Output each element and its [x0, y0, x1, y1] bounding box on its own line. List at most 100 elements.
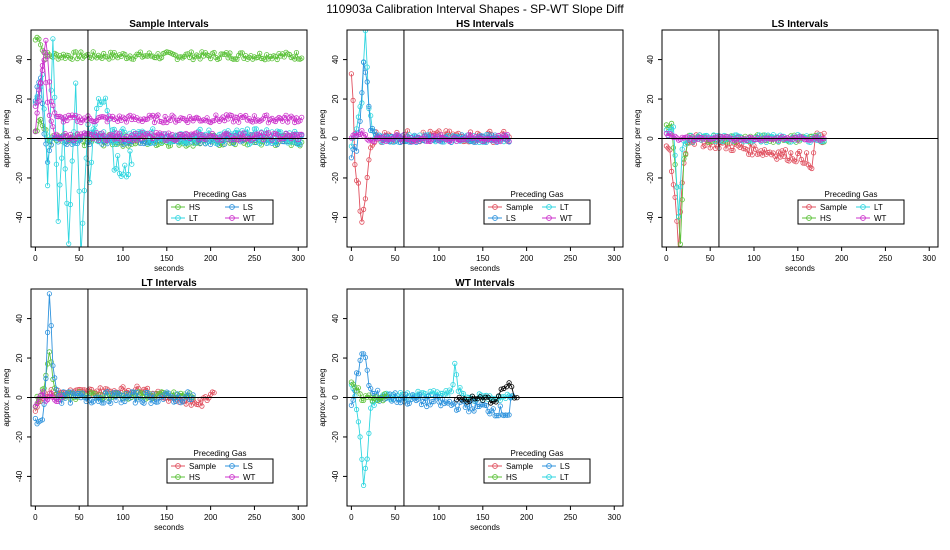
data-point — [723, 146, 729, 152]
data-point — [39, 100, 46, 107]
legend-label: WT — [243, 214, 256, 223]
data-point — [134, 389, 140, 395]
data-point — [143, 389, 149, 396]
y-tick-label: 0 — [331, 395, 340, 400]
data-point — [222, 141, 228, 147]
y-tick-label: -20 — [646, 172, 655, 184]
data-point — [237, 50, 243, 56]
legend-swatch-point — [492, 215, 498, 221]
data-point — [146, 141, 152, 147]
data-point — [455, 406, 461, 412]
data-point — [43, 37, 49, 44]
legend-swatch-point — [492, 463, 498, 469]
data-point — [443, 128, 449, 134]
x-tick-label: 0 — [664, 254, 669, 263]
data-point — [283, 112, 289, 118]
data-point — [471, 408, 477, 414]
data-point — [34, 400, 40, 407]
data-point — [225, 131, 231, 137]
data-point — [59, 155, 65, 161]
data-point — [48, 118, 54, 124]
data-point — [108, 49, 114, 55]
data-point — [71, 49, 77, 55]
y-axis-label: approx. per meg — [633, 109, 642, 167]
data-point — [348, 71, 354, 77]
y-axis-label: approx. per meg — [2, 368, 11, 426]
legend-swatch-point — [229, 474, 235, 480]
legend-entry-hs: HS — [488, 473, 517, 482]
legend-box — [166, 458, 274, 484]
x-tick-label: 100 — [747, 254, 761, 263]
legend-entry-ls: LS — [225, 203, 253, 212]
series-points-ls — [348, 351, 516, 419]
data-point — [670, 182, 677, 188]
data-point — [181, 135, 187, 141]
data-point — [359, 397, 365, 403]
data-point — [712, 145, 719, 151]
data-point — [155, 134, 161, 140]
data-point — [144, 389, 151, 396]
y-tick-label: 20 — [15, 353, 24, 362]
data-point — [422, 395, 428, 402]
data-point — [295, 137, 301, 143]
data-point — [204, 139, 210, 145]
data-point — [88, 389, 95, 395]
data-point — [95, 96, 102, 102]
data-point — [176, 131, 182, 137]
data-point — [67, 201, 74, 208]
series-group — [663, 120, 827, 252]
data-point — [113, 130, 119, 136]
data-point — [36, 98, 42, 104]
data-point — [136, 118, 142, 124]
legend-label: WT — [560, 214, 573, 223]
data-point — [62, 395, 68, 401]
x-tick-label: 250 — [248, 513, 262, 522]
data-point — [64, 200, 70, 206]
legend-box — [166, 199, 274, 225]
data-point — [122, 136, 128, 142]
data-point — [244, 126, 250, 132]
data-point — [758, 148, 764, 154]
data-point — [375, 387, 381, 393]
legend-label: Sample — [506, 462, 534, 471]
data-point — [109, 391, 116, 397]
legend-swatch-point — [806, 204, 812, 210]
data-point — [438, 132, 444, 138]
data-point — [64, 117, 70, 124]
data-point — [452, 400, 458, 406]
data-point — [190, 56, 196, 63]
x-tick-label: 250 — [564, 254, 578, 263]
data-point — [469, 393, 475, 399]
y-axis-label: approx. per meg — [2, 109, 11, 167]
data-point — [431, 399, 437, 405]
data-point — [108, 400, 114, 406]
x-tick-label: 100 — [116, 513, 130, 522]
data-point — [39, 417, 46, 423]
data-point — [44, 183, 51, 189]
data-point — [796, 148, 803, 155]
data-point — [744, 147, 750, 153]
data-point — [115, 118, 121, 124]
data-point — [767, 149, 773, 155]
data-point — [150, 126, 156, 132]
data-point — [293, 132, 300, 138]
data-point — [195, 53, 201, 59]
data-point — [50, 102, 56, 109]
data-point — [115, 153, 121, 159]
data-point — [253, 126, 259, 132]
data-point — [274, 56, 280, 63]
data-point — [211, 49, 217, 56]
legend-label: LS — [243, 462, 253, 471]
legend-label: WT — [243, 473, 256, 482]
data-point — [106, 113, 112, 119]
data-point — [150, 112, 156, 119]
legend-swatch-point — [229, 463, 235, 469]
data-point — [439, 396, 446, 402]
x-tick-label: 300 — [608, 254, 622, 263]
data-point — [297, 131, 303, 137]
data-point — [286, 115, 293, 121]
data-point — [676, 248, 680, 252]
data-point — [278, 129, 284, 135]
data-point — [116, 130, 123, 136]
